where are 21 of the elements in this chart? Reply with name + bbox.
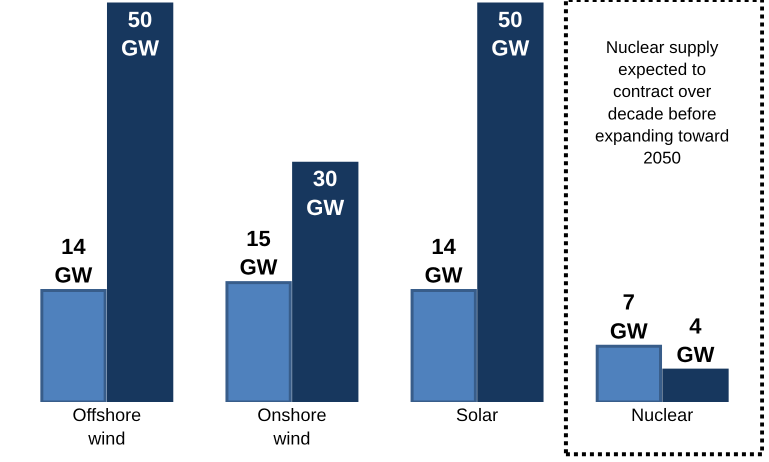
bar bbox=[410, 289, 477, 402]
data-label: 14 GW bbox=[54, 234, 93, 288]
bar bbox=[292, 162, 358, 402]
data-label: 7 GW bbox=[610, 290, 648, 344]
annotation: Nuclear supply expected to contract over decade before expanding toward 2050 bbox=[595, 38, 730, 168]
bar bbox=[225, 281, 292, 402]
bar bbox=[477, 2, 544, 402]
x-tick-label: Solar bbox=[456, 405, 498, 425]
data-label: 30 GW bbox=[306, 166, 344, 220]
bar bbox=[40, 289, 107, 402]
data-label: 50 GW bbox=[121, 6, 160, 61]
data-label: 50 GW bbox=[491, 6, 530, 61]
data-label: 4 GW bbox=[676, 314, 715, 368]
bar bbox=[662, 368, 729, 402]
x-tick-label: Nuclear bbox=[631, 405, 694, 425]
x-tick-label: Offshore wind bbox=[72, 405, 142, 448]
bar bbox=[596, 344, 662, 402]
data-label: 14 GW bbox=[424, 234, 463, 288]
data-label: 15 GW bbox=[240, 226, 278, 280]
x-tick-label: Onshore wind bbox=[257, 405, 326, 448]
bar bbox=[106, 2, 174, 402]
